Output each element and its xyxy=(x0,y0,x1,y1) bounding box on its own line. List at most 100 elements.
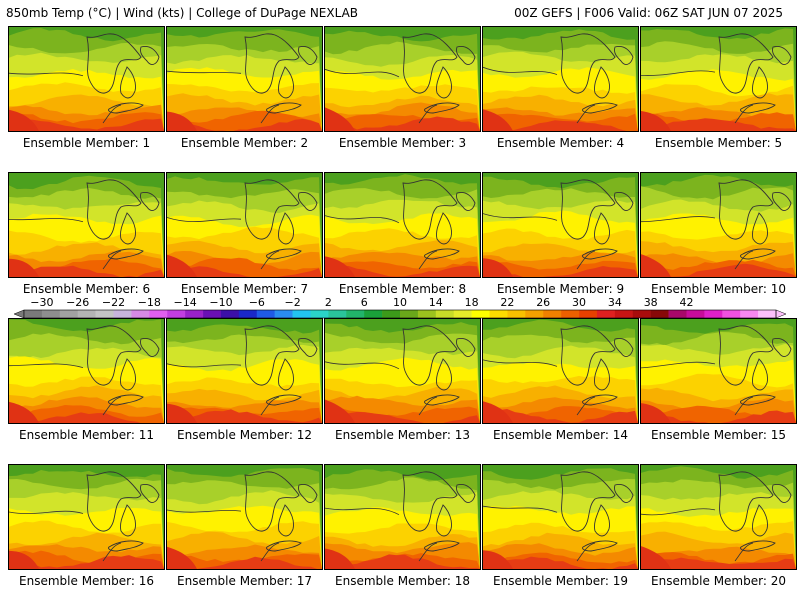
member-caption: Ensemble Member: 20 xyxy=(651,574,786,588)
coastline xyxy=(614,338,634,357)
boundary-line xyxy=(167,363,280,416)
coastline xyxy=(594,212,610,245)
coastline xyxy=(582,394,618,406)
colorbar-segment xyxy=(274,310,293,318)
temperature-map xyxy=(325,27,480,131)
coastline xyxy=(718,471,774,532)
colorbar-segment xyxy=(382,310,401,318)
colorbar-segment xyxy=(561,310,580,318)
coastline xyxy=(298,46,318,65)
temperature-map xyxy=(167,173,322,277)
member-caption: Ensemble Member: 4 xyxy=(496,136,625,150)
coastline xyxy=(86,471,142,532)
warm-core xyxy=(325,256,355,277)
colorbar-tick-label: −30 xyxy=(30,296,53,309)
temperature-map xyxy=(325,465,480,569)
colorbar-segment xyxy=(203,310,222,318)
warm-core xyxy=(9,401,39,423)
ensemble-panel xyxy=(324,26,481,132)
colorbar-segment xyxy=(507,310,526,318)
temperature-map xyxy=(167,27,322,131)
colorbar-tick-label: −22 xyxy=(102,296,125,309)
warm-core xyxy=(167,254,197,277)
warm-core xyxy=(167,546,197,569)
member-caption: Ensemble Member: 10 xyxy=(651,282,786,296)
coastline xyxy=(614,192,634,211)
colorbar-segment xyxy=(131,310,150,318)
member-caption: Ensemble Member: 6 xyxy=(22,282,151,296)
coastline xyxy=(772,192,792,211)
coastline xyxy=(436,66,452,99)
colorbar-segment xyxy=(453,310,472,318)
ensemble-panel xyxy=(166,318,323,424)
coastline xyxy=(86,325,142,386)
temperature-map xyxy=(641,319,796,423)
coastline xyxy=(402,325,458,386)
coastline xyxy=(244,179,300,240)
colorbar-segment xyxy=(185,310,204,318)
boundary-line xyxy=(483,213,596,270)
boundary-line xyxy=(325,68,438,124)
colorbar-segment xyxy=(364,310,383,318)
colorbar-tick-label: 22 xyxy=(500,296,514,309)
temperature-band xyxy=(9,412,164,423)
coastline xyxy=(594,66,610,99)
colorbar-segment xyxy=(596,310,616,318)
coastline xyxy=(772,338,792,357)
warm-core xyxy=(641,254,671,277)
member-caption: Ensemble Member: 18 xyxy=(335,574,470,588)
coastline xyxy=(772,484,792,503)
coastline xyxy=(424,102,460,114)
temperature-band xyxy=(483,266,638,277)
coastline xyxy=(740,248,776,260)
coastline xyxy=(752,212,768,245)
coastline xyxy=(108,248,144,260)
colorbar-tick-label: −14 xyxy=(173,296,196,309)
coastline xyxy=(120,212,136,245)
temperature-band xyxy=(325,411,480,423)
ensemble-panel xyxy=(640,26,797,132)
temperature-band xyxy=(641,118,796,131)
coastline xyxy=(140,338,160,357)
boundary-line xyxy=(483,66,596,124)
ensemble-panel xyxy=(166,464,323,570)
colorbar-tick-label: 14 xyxy=(429,296,443,309)
member-caption: Ensemble Member: 5 xyxy=(654,136,783,150)
boundary-line xyxy=(483,359,596,416)
coastline xyxy=(278,358,294,391)
boundary-line xyxy=(167,217,280,270)
coastline xyxy=(614,484,634,503)
boundary-line xyxy=(641,70,754,124)
temperature-map xyxy=(167,319,322,423)
colorbar-min-arrow xyxy=(13,309,25,319)
colorbar-tick-label: 26 xyxy=(536,296,550,309)
colorbar-segment xyxy=(650,310,669,318)
coastline xyxy=(456,192,476,211)
temperature-map xyxy=(641,465,796,569)
boundary-line xyxy=(167,509,280,562)
coastline xyxy=(140,484,160,503)
temperature-band xyxy=(641,557,796,569)
coastline xyxy=(266,102,302,114)
member-caption: Ensemble Member: 8 xyxy=(338,282,467,296)
header: 850mb Temp (°C) | Wind (kts) | College o… xyxy=(0,0,800,24)
coastline xyxy=(278,504,294,537)
coastline xyxy=(718,179,774,240)
colorbar-tick-label: −10 xyxy=(209,296,232,309)
temperature-band xyxy=(483,556,638,569)
colorbar-segment xyxy=(149,310,168,318)
temperature-band xyxy=(641,263,796,277)
coastline xyxy=(456,338,476,357)
boundary-line xyxy=(325,361,438,416)
colorbar-segment xyxy=(346,310,365,318)
temperature-map xyxy=(325,173,480,277)
coastline xyxy=(244,471,300,532)
coastline xyxy=(140,46,160,65)
ensemble-panel xyxy=(8,172,165,278)
coastline xyxy=(402,471,458,532)
member-caption: Ensemble Member: 11 xyxy=(19,428,154,442)
boundary-line xyxy=(641,216,754,270)
member-caption: Ensemble Member: 12 xyxy=(177,428,312,442)
temperature-map xyxy=(9,27,164,131)
coastline xyxy=(86,179,142,240)
